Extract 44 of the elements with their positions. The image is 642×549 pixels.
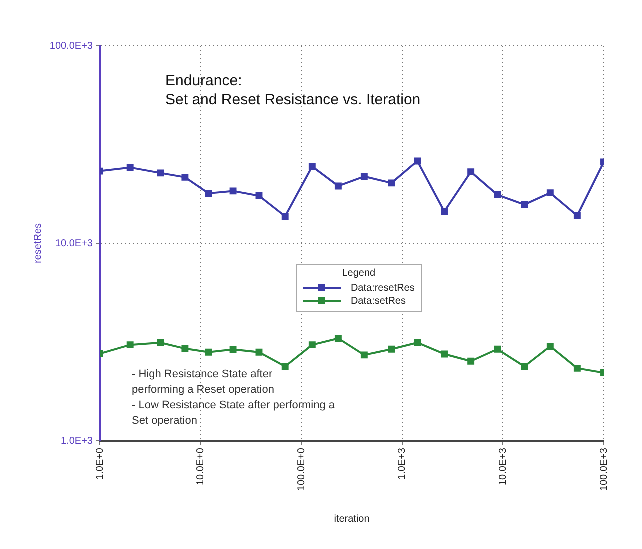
point bbox=[256, 192, 263, 200]
x-tick-label: 100.0E+0 bbox=[296, 448, 308, 492]
y-tick-label: 10.0E+3 bbox=[55, 238, 94, 250]
point bbox=[230, 346, 237, 354]
point bbox=[282, 213, 289, 220]
y-tick-label: 100.0E+3 bbox=[50, 40, 94, 52]
legend-label: Data:setRes bbox=[350, 296, 406, 307]
point bbox=[334, 335, 342, 342]
point bbox=[546, 343, 554, 350]
point bbox=[230, 188, 237, 195]
point bbox=[334, 182, 342, 190]
legend-label: Data:resetRes bbox=[350, 282, 415, 294]
point bbox=[521, 363, 528, 370]
point bbox=[308, 163, 316, 170]
x-tick-label: 10.0E+3 bbox=[498, 448, 509, 486]
point bbox=[441, 350, 448, 358]
point bbox=[388, 346, 396, 353]
point bbox=[256, 348, 263, 356]
point bbox=[574, 364, 581, 372]
point bbox=[388, 180, 396, 187]
point bbox=[360, 173, 368, 180]
x-tick-label: 1.0E+3 bbox=[397, 448, 408, 480]
point bbox=[414, 339, 422, 346]
text: Endurance: Set and Reset Resistance vs. Iteration bbox=[166, 72, 421, 109]
point bbox=[494, 346, 502, 353]
point bbox=[494, 192, 502, 198]
point bbox=[308, 342, 316, 349]
y-axis-title: resetRes bbox=[32, 223, 44, 264]
x-tick-label: 100.0E+3 bbox=[598, 448, 610, 492]
point bbox=[441, 208, 448, 216]
point bbox=[574, 212, 581, 220]
point bbox=[546, 190, 554, 197]
point bbox=[282, 363, 289, 370]
point bbox=[468, 168, 475, 176]
annotation: - High Resistance State after performing a Reset operation - Low Resistance State after performing a Set operation bbox=[132, 368, 336, 428]
legend-title: Legend bbox=[341, 268, 377, 279]
point bbox=[468, 358, 475, 365]
y-tick-label: 1.0E+3 bbox=[61, 436, 94, 447]
point bbox=[521, 201, 528, 208]
point bbox=[360, 352, 368, 359]
x-axis-title: iteration bbox=[334, 514, 370, 525]
point bbox=[414, 158, 422, 165]
x-tick-label: 10.0E+0 bbox=[196, 448, 207, 486]
x-tick-label: 1.0E+0 bbox=[94, 448, 106, 480]
